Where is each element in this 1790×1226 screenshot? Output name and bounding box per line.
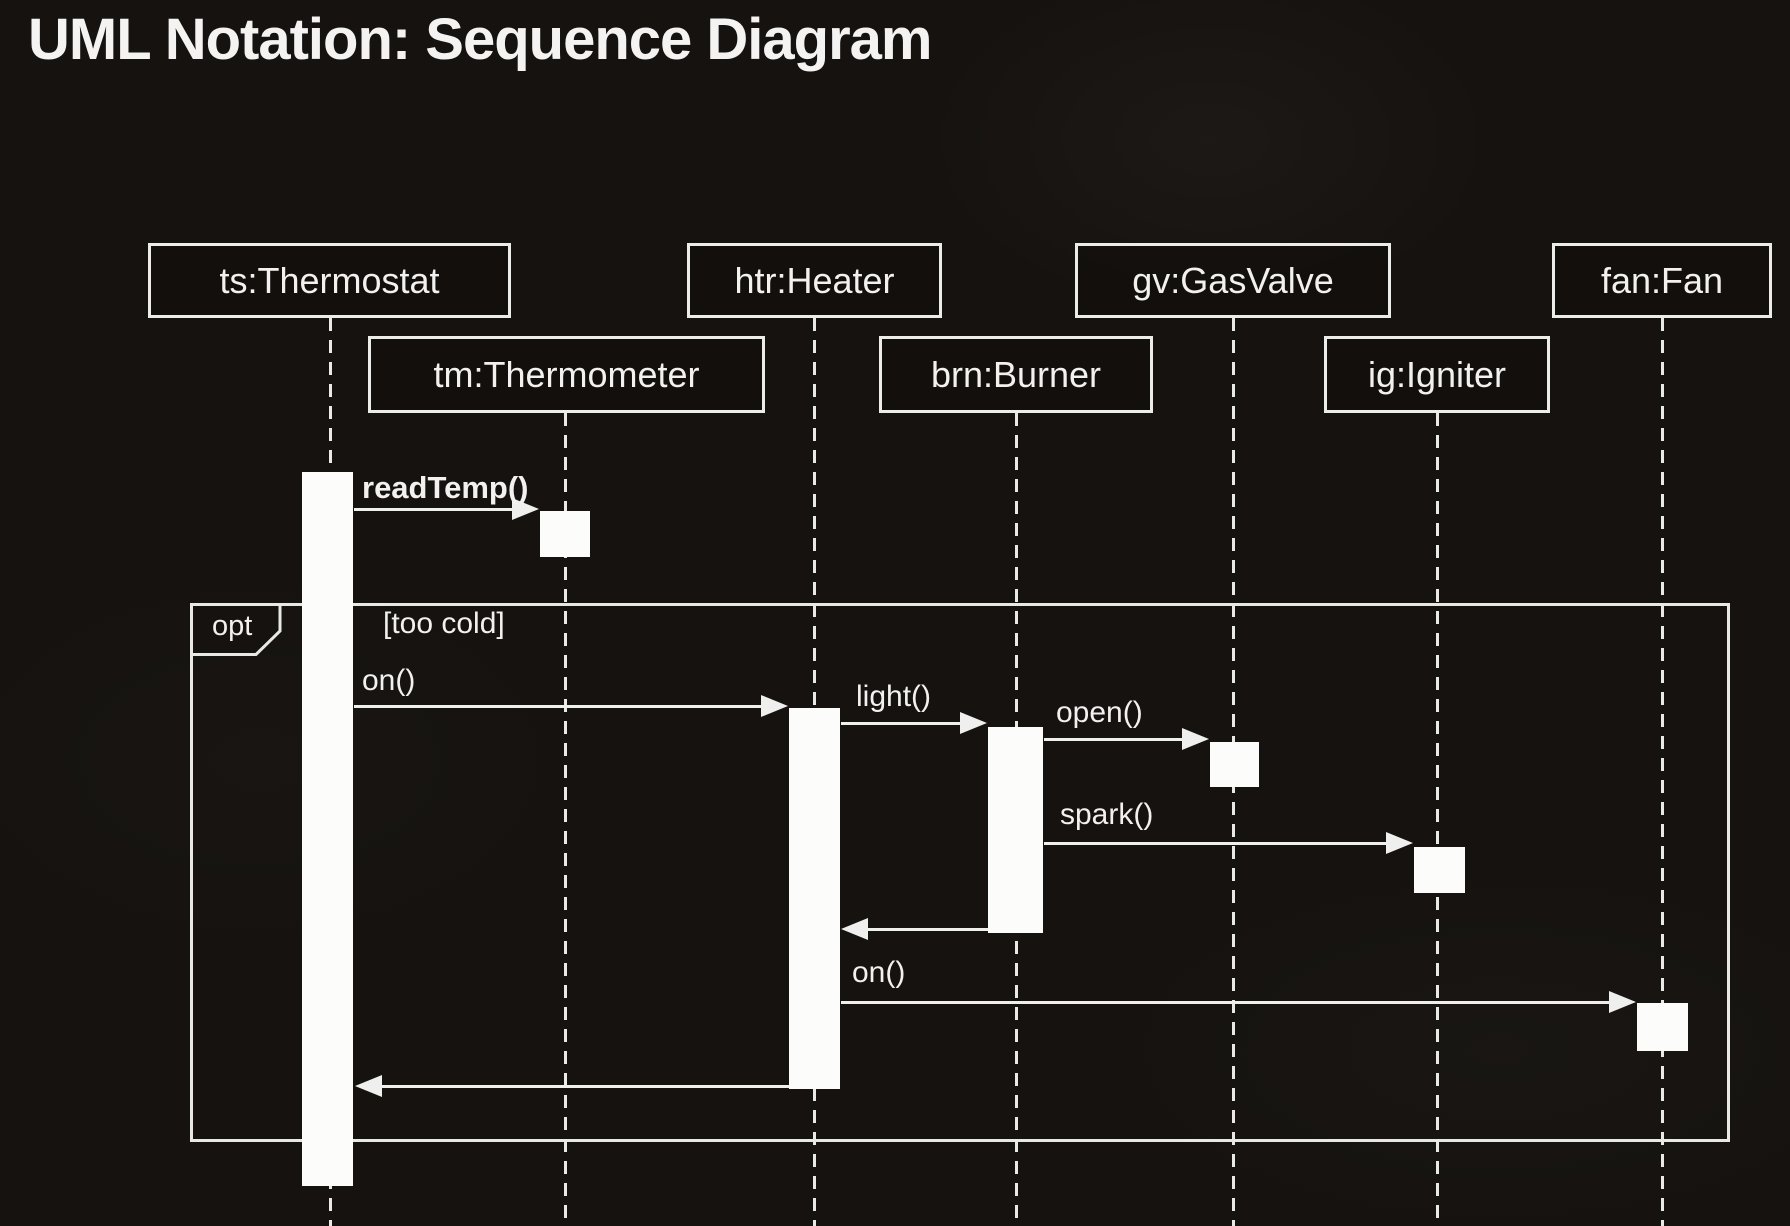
actor-box-htr: htr:Heater: [687, 243, 942, 318]
opt-fragment-frame: [190, 603, 1730, 1142]
message-light-line: [841, 722, 962, 725]
message-readtemp-line: [354, 508, 514, 511]
lifeline-fan: [1661, 318, 1664, 1226]
activation-ts: [302, 472, 353, 1186]
message-on-fan-arrowhead: [1609, 991, 1636, 1013]
slide-title: UML Notation: Sequence Diagram: [28, 7, 932, 72]
lifeline-ig: [1436, 413, 1439, 1226]
actor-box-tm: tm:Thermometer: [368, 336, 765, 413]
guard-label: [too cold]: [383, 607, 505, 640]
message-on-heater-label: on(): [362, 664, 416, 697]
return-heater-to-thermostat-line: [380, 1085, 789, 1088]
activation-htr: [789, 708, 840, 1089]
activation-fan: [1637, 1003, 1688, 1051]
message-readtemp-label: readTemp(): [362, 470, 529, 505]
opt-fragment-tab: [190, 603, 282, 656]
message-readtemp-arrowhead: [512, 498, 539, 520]
actor-box-fan: fan:Fan: [1552, 243, 1772, 318]
message-on-fan-line: [841, 1001, 1611, 1004]
activation-brn: [988, 727, 1043, 933]
message-open-arrowhead: [1182, 728, 1209, 750]
message-light-arrowhead: [960, 712, 987, 734]
message-open-label: open(): [1056, 696, 1143, 729]
message-on-heater-arrowhead: [761, 695, 788, 717]
actor-box-gv: gv:GasValve: [1075, 243, 1391, 318]
message-open-line: [1044, 738, 1184, 741]
message-on-heater-line: [354, 705, 763, 708]
return-burner-to-heater-arrowhead: [841, 918, 868, 940]
message-spark-arrowhead: [1386, 832, 1413, 854]
message-light-label: light(): [856, 680, 932, 713]
message-on-fan-label: on(): [852, 956, 906, 989]
activation-tm: [540, 511, 590, 557]
actor-box-ig: ig:Igniter: [1324, 336, 1550, 413]
lifeline-tm: [564, 413, 567, 1226]
activation-gv: [1210, 742, 1259, 787]
opt-operator-label: opt: [212, 610, 253, 642]
message-spark-line: [1044, 842, 1388, 845]
return-heater-to-thermostat-arrowhead: [355, 1075, 382, 1097]
activation-ig: [1414, 847, 1465, 893]
actor-box-ts: ts:Thermostat: [148, 243, 511, 318]
message-spark-label: spark(): [1060, 798, 1154, 831]
return-burner-to-heater-line: [866, 928, 988, 931]
actor-box-brn: brn:Burner: [879, 336, 1153, 413]
